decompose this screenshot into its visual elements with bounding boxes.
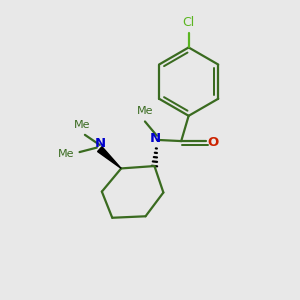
Text: Me: Me	[58, 148, 74, 159]
Text: Me: Me	[137, 106, 153, 116]
Text: O: O	[207, 136, 219, 149]
Text: Cl: Cl	[182, 16, 195, 29]
Text: N: N	[149, 132, 161, 145]
Text: N: N	[95, 137, 106, 150]
Text: Me: Me	[74, 120, 90, 130]
Polygon shape	[98, 147, 121, 168]
